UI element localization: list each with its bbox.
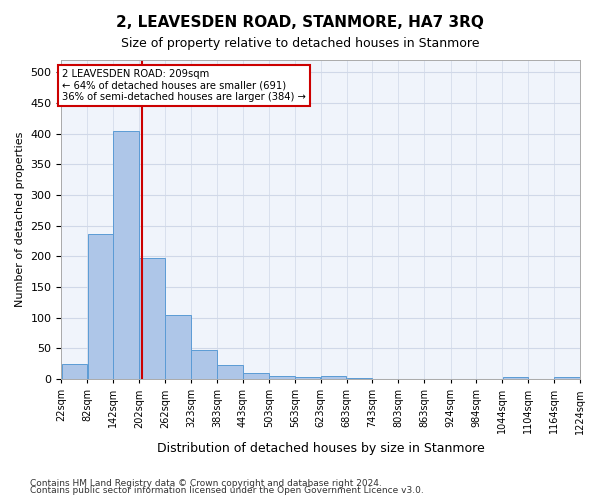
Bar (243, 373, 269, 379)
Text: Size of property relative to detached houses in Stanmore: Size of property relative to detached ho… (121, 38, 479, 51)
Text: 2 LEAVESDEN ROAD: 209sqm
← 64% of detached houses are smaller (691)
36% of semi-: 2 LEAVESDEN ROAD: 209sqm ← 64% of detach… (62, 69, 306, 102)
Text: Contains public sector information licensed under the Open Government Licence v3: Contains public sector information licen… (30, 486, 424, 495)
Bar (165, 314, 191, 379)
Bar (503, 376, 528, 379)
Bar (113, 130, 139, 379)
Bar (139, 258, 165, 379)
Bar (347, 378, 372, 379)
Bar (295, 376, 320, 379)
Bar (191, 350, 217, 379)
Bar (321, 376, 346, 379)
Bar (398, 378, 424, 379)
X-axis label: Distribution of detached houses by size in Stanmore: Distribution of detached houses by size … (157, 442, 485, 455)
Bar (373, 378, 398, 379)
Text: 2, LEAVESDEN ROAD, STANMORE, HA7 3RQ: 2, LEAVESDEN ROAD, STANMORE, HA7 3RQ (116, 15, 484, 30)
Bar (554, 376, 580, 379)
Text: Contains HM Land Registry data © Crown copyright and database right 2024.: Contains HM Land Registry data © Crown c… (30, 478, 382, 488)
Bar (88, 234, 113, 379)
Bar (62, 364, 87, 379)
Y-axis label: Number of detached properties: Number of detached properties (15, 132, 25, 308)
Bar (217, 365, 243, 379)
Bar (269, 376, 295, 379)
